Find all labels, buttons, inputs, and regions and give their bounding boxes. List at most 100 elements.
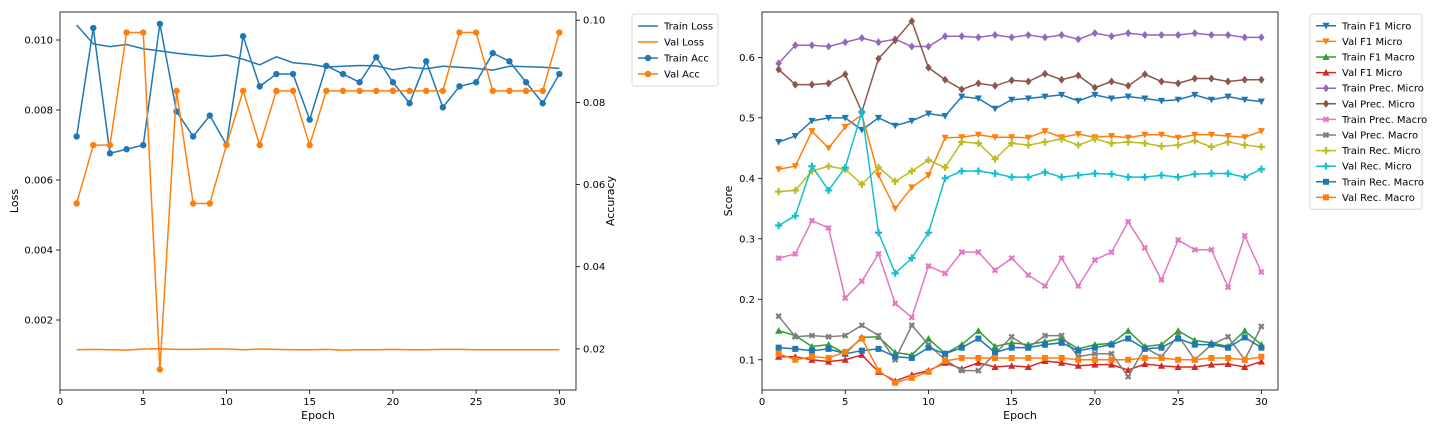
data-point (489, 87, 496, 95)
data-point (1091, 169, 1099, 178)
data-point (1124, 218, 1132, 226)
data-point (891, 177, 899, 185)
data-point (791, 163, 799, 170)
data-point (958, 32, 965, 41)
legend-marker (1322, 116, 1330, 123)
data-point (189, 133, 197, 140)
data-point (1257, 357, 1265, 365)
data-point (489, 49, 496, 57)
data-point (1158, 354, 1165, 361)
data-point (792, 333, 799, 340)
data-point (941, 270, 949, 277)
data-point (1174, 173, 1182, 181)
data-point (958, 354, 965, 361)
data-point (1091, 29, 1099, 38)
data-point (908, 184, 916, 191)
data-point (858, 108, 866, 116)
data-point (1224, 333, 1232, 340)
y-axis-label: Loss (8, 189, 21, 213)
series-line (778, 19, 1262, 114)
legend-label: Val Acc (664, 70, 700, 81)
data-point (775, 139, 783, 146)
data-point (825, 224, 832, 232)
data-point (556, 70, 563, 78)
data-point (908, 354, 915, 361)
series-train-loss (76, 24, 560, 71)
legend-entry: Val Rec. Micro (1316, 162, 1412, 173)
data-point (792, 356, 799, 363)
legend-entry: Val Prec. Macro (1316, 131, 1418, 142)
y-tick-label: 0.010 (24, 36, 53, 47)
data-point (422, 58, 430, 65)
data-point (1141, 131, 1149, 139)
legend-entry: Train Rec. Micro (1316, 146, 1421, 157)
data-point (941, 113, 949, 120)
data-point (1207, 360, 1216, 368)
data-point (892, 379, 899, 386)
data-point (874, 229, 883, 237)
data-point (1224, 77, 1232, 86)
data-point (1141, 30, 1149, 39)
data-point (90, 24, 97, 32)
data-point (825, 42, 832, 51)
data-point (775, 59, 782, 68)
data-point (808, 128, 816, 135)
y-tick-label: 0.006 (24, 176, 53, 187)
data-point (1158, 344, 1165, 351)
data-point (1008, 33, 1015, 42)
data-point (1124, 138, 1132, 146)
y-tick-label: 0.008 (24, 106, 53, 117)
data-point (1008, 173, 1016, 181)
legend-box (631, 13, 719, 87)
data-point (775, 188, 783, 196)
x-tick-label: 30 (553, 397, 566, 408)
series-train-f1-micro (775, 91, 1265, 146)
legend-entry: Train Acc (638, 54, 709, 65)
data-point (1175, 335, 1182, 342)
data-point (239, 87, 247, 95)
data-point (1041, 69, 1049, 78)
data-point (472, 29, 480, 36)
series-train-prec-macro (775, 217, 1265, 321)
data-point (539, 87, 546, 95)
data-point (808, 117, 816, 125)
x-axis-label: Epoch (1003, 409, 1037, 422)
data-point (1058, 254, 1065, 262)
data-point (1141, 345, 1148, 352)
data-point (825, 79, 832, 88)
data-point (808, 332, 816, 339)
data-point (373, 87, 380, 95)
y-right-tick-label: 0.04 (583, 262, 605, 273)
data-point (1207, 131, 1216, 139)
data-point (958, 134, 966, 141)
series-line (778, 32, 1262, 64)
data-point (791, 212, 799, 220)
series-line (76, 24, 560, 71)
data-point (841, 114, 849, 122)
data-point (1008, 344, 1015, 351)
data-point (974, 131, 982, 139)
data-point (874, 163, 883, 172)
data-point (256, 141, 263, 149)
data-point (1175, 356, 1182, 363)
data-point (958, 85, 965, 94)
data-point (842, 38, 849, 47)
data-point (1041, 332, 1049, 339)
x-tick-label: 20 (1089, 397, 1102, 408)
data-point (974, 359, 982, 366)
data-point (1174, 79, 1182, 88)
data-point (908, 117, 916, 125)
data-point (858, 351, 866, 358)
data-point (306, 116, 313, 123)
data-point (908, 254, 916, 262)
data-point (239, 33, 247, 40)
y-tick-label: 0.002 (24, 316, 53, 327)
series-line (778, 94, 1262, 143)
data-point (90, 141, 97, 149)
legend-label: Val Loss (664, 38, 704, 49)
data-point (958, 93, 966, 101)
data-point (974, 95, 982, 103)
data-point (1141, 70, 1149, 79)
data-point (106, 141, 114, 149)
